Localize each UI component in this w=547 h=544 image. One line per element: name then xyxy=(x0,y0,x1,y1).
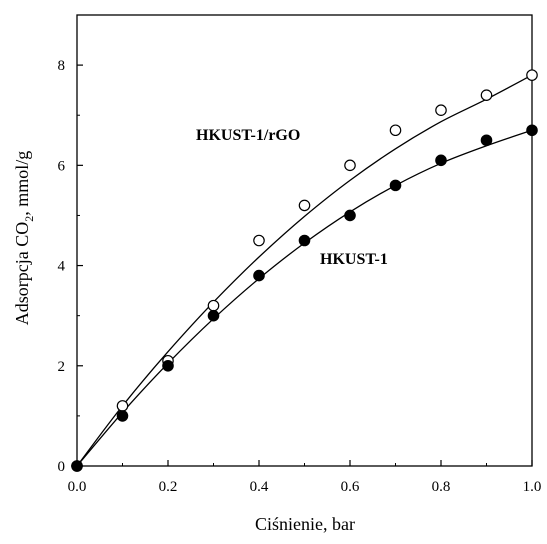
data-point-open xyxy=(344,159,356,172)
y-axis-title-main: Adsorpcja CO xyxy=(12,222,32,325)
x-tick-label: 0.2 xyxy=(159,479,178,495)
series-label-hkust-1: HKUST-1 xyxy=(320,251,388,268)
data-point-filled xyxy=(116,410,129,422)
data-point-filled xyxy=(526,124,538,137)
data-point-filled xyxy=(253,269,265,282)
axis-ticks: 0.0 0.2 0.4 0.6 0.8 1.0 0 2 4 6 8 xyxy=(58,58,542,495)
fit-curve-series-1 xyxy=(76,129,533,467)
data-point-open xyxy=(298,199,311,212)
data-markers xyxy=(71,69,538,472)
x-tick-label: 0.4 xyxy=(250,479,269,495)
data-point-open xyxy=(253,234,265,247)
x-tick-label: 0.0 xyxy=(68,479,87,495)
data-point-open xyxy=(116,400,129,412)
x-tick-label: 0.8 xyxy=(432,479,451,495)
x-axis-title: Ciśnienie, bar xyxy=(255,514,355,534)
data-point-open xyxy=(435,104,447,117)
y-tick-label: 0 xyxy=(58,459,66,475)
fit-curves xyxy=(76,74,533,467)
y-tick-label: 4 xyxy=(58,259,66,275)
data-point-filled xyxy=(162,359,174,372)
data-point-filled xyxy=(435,154,447,167)
data-point-open xyxy=(526,69,538,81)
data-point-open xyxy=(389,124,402,137)
data-point-filled xyxy=(389,179,402,192)
y-axis-title: Adsorpcja CO2, mmol/g xyxy=(12,151,36,326)
data-point-filled xyxy=(480,134,493,147)
data-point-open xyxy=(207,299,220,312)
data-point-open xyxy=(480,89,493,101)
y-tick-label: 8 xyxy=(58,58,66,74)
series-label-hkust-1-rgo: HKUST-1/rGO xyxy=(196,127,300,144)
data-point-filled xyxy=(298,234,311,247)
x-tick-label: 1.0 xyxy=(523,479,542,495)
fit-curve-series-0 xyxy=(76,74,533,467)
y-tick-label: 2 xyxy=(58,359,66,375)
data-point-filled xyxy=(207,309,220,322)
y-axis-title-unit: , mmol/g xyxy=(12,151,32,216)
data-point-filled xyxy=(344,209,356,222)
y-tick-label: 6 xyxy=(58,158,66,174)
data-point-filled xyxy=(71,460,83,472)
x-tick-label: 0.6 xyxy=(341,479,360,495)
y-axis-title-subscript: 2 xyxy=(22,216,36,222)
